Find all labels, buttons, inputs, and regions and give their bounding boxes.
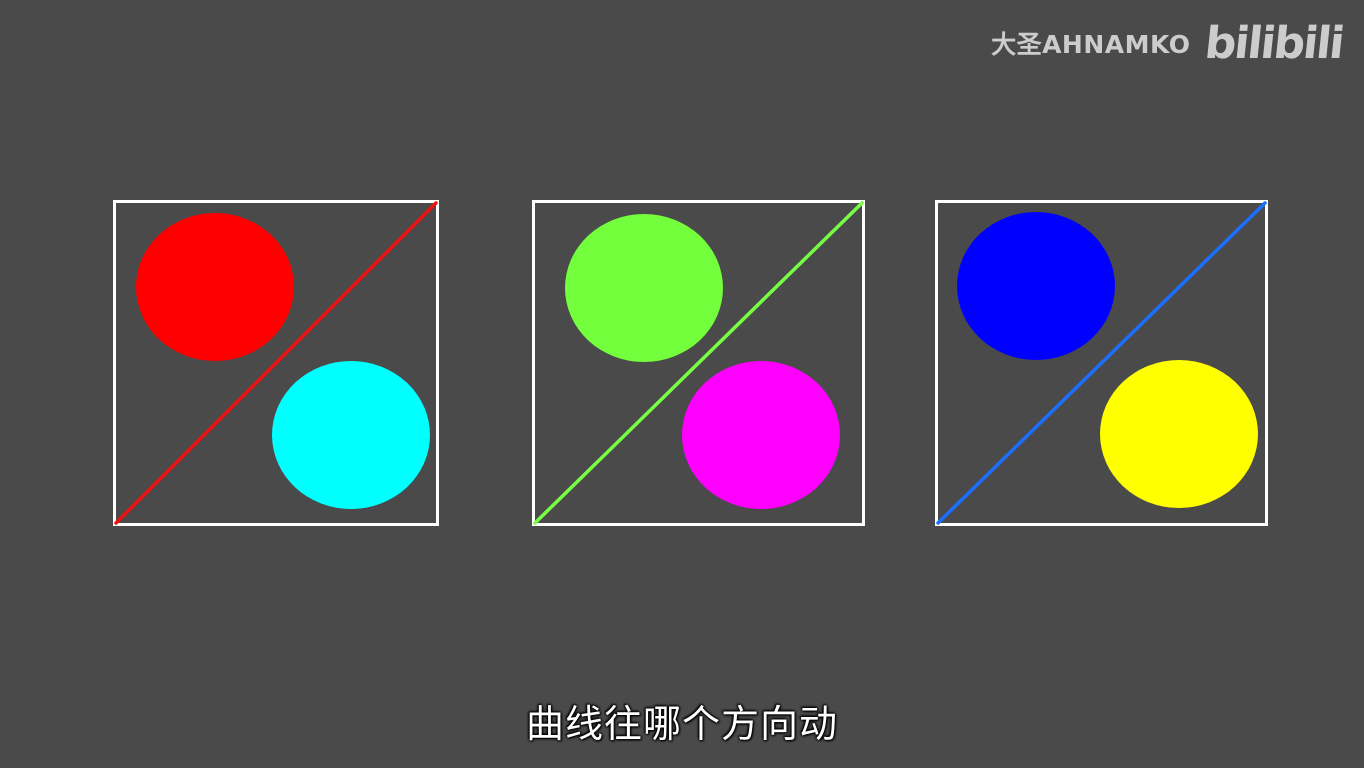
bilibili-logo: bilibili xyxy=(1201,18,1345,69)
color-panel-2 xyxy=(532,200,865,526)
panel-1-frame xyxy=(113,200,439,526)
color-panel-3 xyxy=(935,200,1268,526)
subtitle-caption: 曲线往哪个方向动 xyxy=(525,702,838,746)
watermark-author: 大圣AHNAMKO xyxy=(991,29,1191,59)
panel-2-diagonal-line xyxy=(533,201,864,525)
panel-2-top-left-circle xyxy=(565,214,723,362)
panel-3-top-left-circle xyxy=(957,212,1115,360)
panel-2-bottom-right-circle xyxy=(682,361,840,509)
panel-1-diagonal-line xyxy=(114,201,438,525)
panel-1-graphic xyxy=(113,200,439,526)
panel-3-frame xyxy=(935,200,1268,526)
panel-3-bottom-right-circle xyxy=(1100,360,1258,508)
panel-2-frame xyxy=(532,200,865,526)
panel-3-graphic xyxy=(935,200,1268,526)
panel-2-graphic xyxy=(532,200,865,526)
watermark: 大圣AHNAMKO bilibili xyxy=(991,18,1345,69)
panel-1-top-left-circle xyxy=(136,213,294,361)
panel-3-diagonal-line xyxy=(936,201,1267,525)
panel-1-bottom-right-circle xyxy=(272,361,430,509)
color-panel-1 xyxy=(113,200,439,526)
